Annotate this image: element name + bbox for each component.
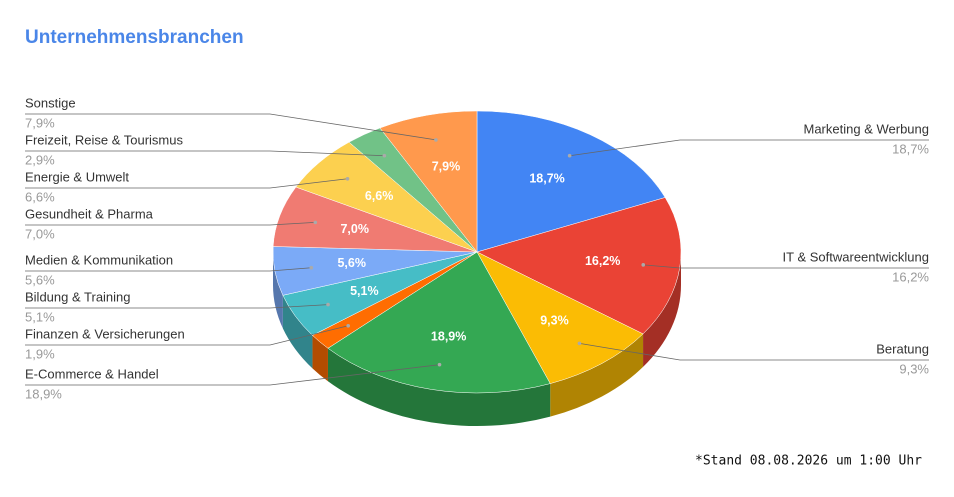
slice-label: 5,1% — [350, 284, 379, 298]
leader-dot — [641, 263, 646, 267]
slice-side — [327, 348, 551, 426]
leader-line — [25, 267, 312, 272]
legend-value: 6,6% — [25, 189, 55, 204]
legend-label: Energie & Umwelt — [25, 169, 129, 184]
legend-value: 2,9% — [25, 152, 55, 167]
legend-label: E-Commerce & Handel — [25, 366, 159, 381]
leader-dot — [346, 323, 351, 328]
leader-line — [25, 304, 329, 309]
leader-dot — [313, 220, 318, 225]
slice-label: 7,9% — [432, 160, 461, 174]
legend-value: 9,3% — [899, 361, 929, 376]
legend-value: 7,9% — [25, 115, 55, 130]
legend-label: Finanzen & Versicherungen — [25, 326, 185, 341]
leader-dot — [437, 362, 442, 367]
legend-label: Sonstige — [25, 95, 76, 110]
legend-label: Bildung & Training — [25, 289, 131, 304]
legend-value: 5,1% — [25, 309, 55, 324]
chart-title: Unternehmensbranchen — [25, 27, 244, 48]
leader-line — [25, 364, 440, 386]
slice-label: 5,6% — [337, 256, 366, 270]
legend-label: IT & Softwareentwicklung — [783, 249, 929, 264]
slice — [327, 251, 551, 394]
legend-label: Beratung — [876, 341, 929, 356]
slice-label: 18,7% — [529, 172, 564, 186]
slice-label: 18,9% — [431, 329, 466, 343]
legend-value: 18,7% — [892, 141, 929, 156]
legend-label: Gesundheit & Pharma — [25, 206, 154, 221]
slice-side — [312, 335, 328, 382]
legend-label: Freizeit, Reise & Tourismus — [25, 132, 183, 147]
leader-line — [25, 178, 348, 189]
legend-label: Medien & Kommunikation — [25, 252, 173, 267]
leader-dot — [382, 153, 387, 158]
slice-label: 9,3% — [540, 313, 569, 327]
leader-line — [25, 221, 316, 226]
legend-value: 16,2% — [892, 269, 929, 284]
slice-label: 7,0% — [340, 222, 369, 236]
leader-line — [643, 264, 929, 269]
leader-line — [25, 113, 437, 141]
legend-label: Marketing & Werbung — [804, 121, 930, 136]
slice-side — [643, 252, 681, 367]
slice-label: 6,6% — [365, 189, 394, 203]
legend-value: 7,0% — [25, 226, 55, 241]
leader-dot — [577, 341, 582, 346]
slice — [476, 110, 666, 253]
leader-dot — [567, 153, 572, 158]
leader-dot — [345, 176, 350, 181]
legend-value: 5,6% — [25, 272, 55, 287]
slice-label: 16,2% — [585, 254, 620, 268]
leader-line — [569, 139, 929, 157]
footnote: *Stand 08.08.2026 um 1:00 Uhr — [695, 454, 922, 469]
legend-value: 18,9% — [25, 386, 62, 401]
slice-side — [550, 333, 644, 417]
leader-dot — [309, 265, 314, 270]
leader-line — [25, 325, 349, 346]
leader-dot — [434, 138, 438, 142]
slice — [476, 251, 644, 384]
slice-side — [282, 295, 313, 369]
slice — [379, 110, 478, 253]
leader-dot — [326, 302, 330, 307]
slice-side — [273, 252, 283, 329]
legend-value: 1,9% — [25, 346, 55, 361]
leader-line — [579, 343, 929, 361]
leader-line — [25, 150, 385, 157]
